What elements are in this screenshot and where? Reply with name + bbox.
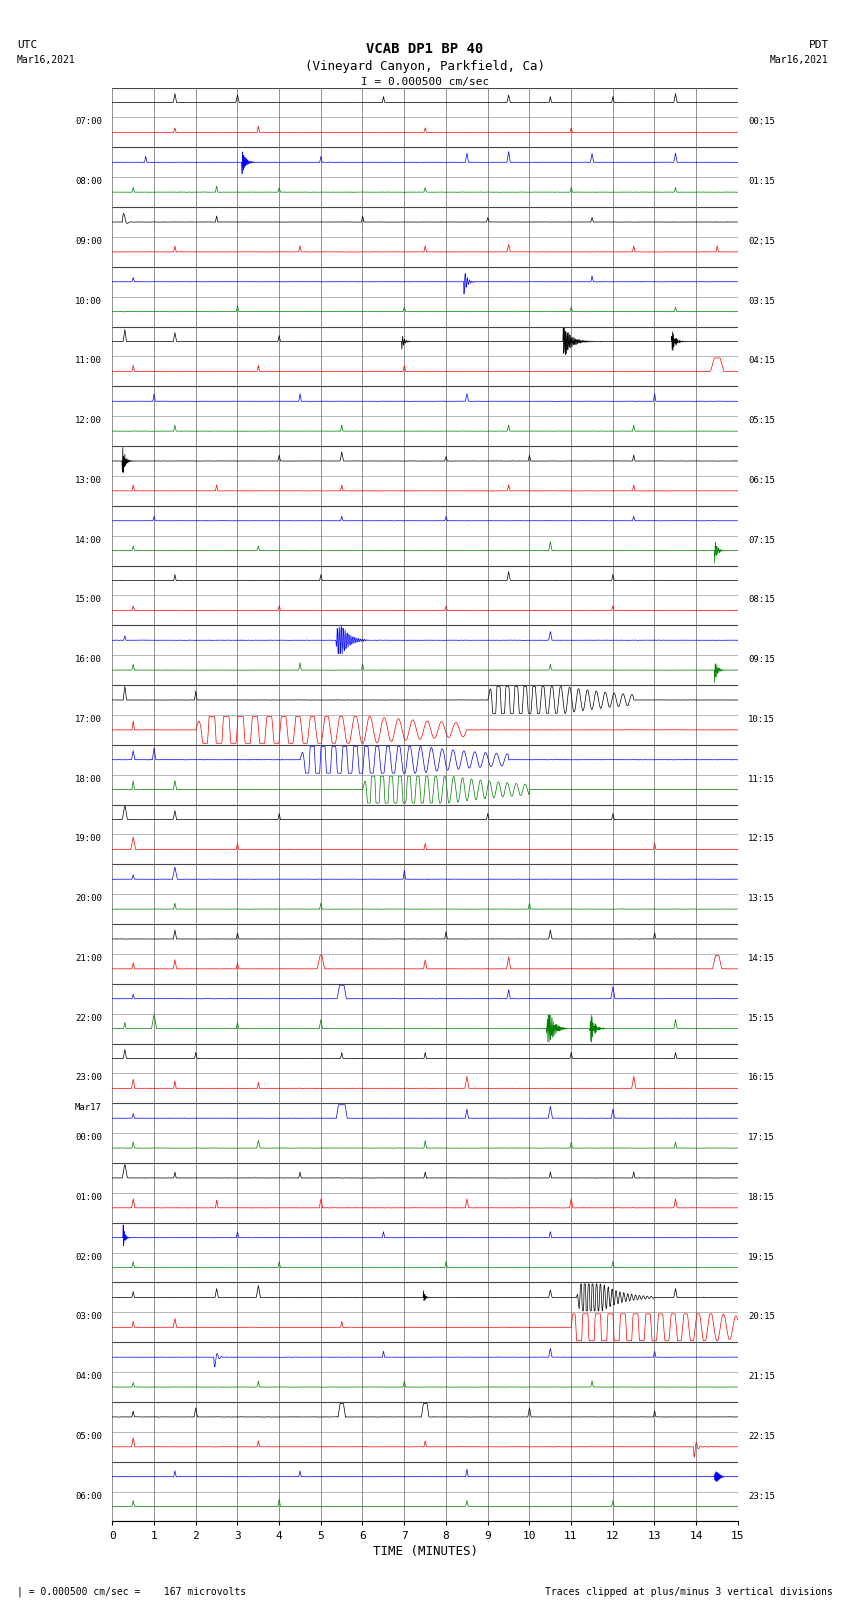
Text: 14:15: 14:15 — [748, 953, 775, 963]
Text: 22:15: 22:15 — [748, 1432, 775, 1440]
Text: 07:15: 07:15 — [748, 536, 775, 545]
Text: 05:00: 05:00 — [75, 1432, 102, 1440]
Text: 03:15: 03:15 — [748, 297, 775, 306]
Text: 23:15: 23:15 — [748, 1492, 775, 1500]
Text: 23:00: 23:00 — [75, 1073, 102, 1082]
Text: 20:15: 20:15 — [748, 1313, 775, 1321]
Text: VCAB DP1 BP 40: VCAB DP1 BP 40 — [366, 42, 484, 56]
Text: 01:15: 01:15 — [748, 177, 775, 185]
Text: UTC: UTC — [17, 40, 37, 50]
Text: 12:15: 12:15 — [748, 834, 775, 844]
Text: 01:00: 01:00 — [75, 1194, 102, 1202]
Text: 17:15: 17:15 — [748, 1134, 775, 1142]
Text: 21:15: 21:15 — [748, 1373, 775, 1381]
Text: 05:15: 05:15 — [748, 416, 775, 426]
Text: 15:00: 15:00 — [75, 595, 102, 605]
Text: Traces clipped at plus/minus 3 vertical divisions: Traces clipped at plus/minus 3 vertical … — [545, 1587, 833, 1597]
X-axis label: TIME (MINUTES): TIME (MINUTES) — [372, 1545, 478, 1558]
Text: 11:00: 11:00 — [75, 356, 102, 366]
Text: 04:15: 04:15 — [748, 356, 775, 366]
Text: | = 0.000500 cm/sec =    167 microvolts: | = 0.000500 cm/sec = 167 microvolts — [17, 1586, 246, 1597]
Text: 16:00: 16:00 — [75, 655, 102, 665]
Text: Mar16,2021: Mar16,2021 — [770, 55, 829, 65]
Text: 13:00: 13:00 — [75, 476, 102, 486]
Text: 02:15: 02:15 — [748, 237, 775, 245]
Text: 11:15: 11:15 — [748, 774, 775, 784]
Text: 10:15: 10:15 — [748, 715, 775, 724]
Text: 04:00: 04:00 — [75, 1373, 102, 1381]
Text: 21:00: 21:00 — [75, 953, 102, 963]
Text: PDT: PDT — [808, 40, 829, 50]
Text: 18:15: 18:15 — [748, 1194, 775, 1202]
Text: 16:15: 16:15 — [748, 1073, 775, 1082]
Text: 19:15: 19:15 — [748, 1253, 775, 1261]
Text: Mar17: Mar17 — [75, 1103, 102, 1113]
Text: 08:00: 08:00 — [75, 177, 102, 185]
Text: 08:15: 08:15 — [748, 595, 775, 605]
Text: 12:00: 12:00 — [75, 416, 102, 426]
Text: 09:00: 09:00 — [75, 237, 102, 245]
Text: I = 0.000500 cm/sec: I = 0.000500 cm/sec — [361, 77, 489, 87]
Text: 02:00: 02:00 — [75, 1253, 102, 1261]
Text: 17:00: 17:00 — [75, 715, 102, 724]
Text: 20:00: 20:00 — [75, 894, 102, 903]
Text: 07:00: 07:00 — [75, 118, 102, 126]
Text: 10:00: 10:00 — [75, 297, 102, 306]
Text: 03:00: 03:00 — [75, 1313, 102, 1321]
Text: 15:15: 15:15 — [748, 1013, 775, 1023]
Text: Mar16,2021: Mar16,2021 — [17, 55, 76, 65]
Text: 13:15: 13:15 — [748, 894, 775, 903]
Text: 14:00: 14:00 — [75, 536, 102, 545]
Text: 00:15: 00:15 — [748, 118, 775, 126]
Text: 18:00: 18:00 — [75, 774, 102, 784]
Text: 00:00: 00:00 — [75, 1134, 102, 1142]
Text: (Vineyard Canyon, Parkfield, Ca): (Vineyard Canyon, Parkfield, Ca) — [305, 60, 545, 73]
Text: 22:00: 22:00 — [75, 1013, 102, 1023]
Text: 06:00: 06:00 — [75, 1492, 102, 1500]
Text: 19:00: 19:00 — [75, 834, 102, 844]
Text: 09:15: 09:15 — [748, 655, 775, 665]
Text: 06:15: 06:15 — [748, 476, 775, 486]
